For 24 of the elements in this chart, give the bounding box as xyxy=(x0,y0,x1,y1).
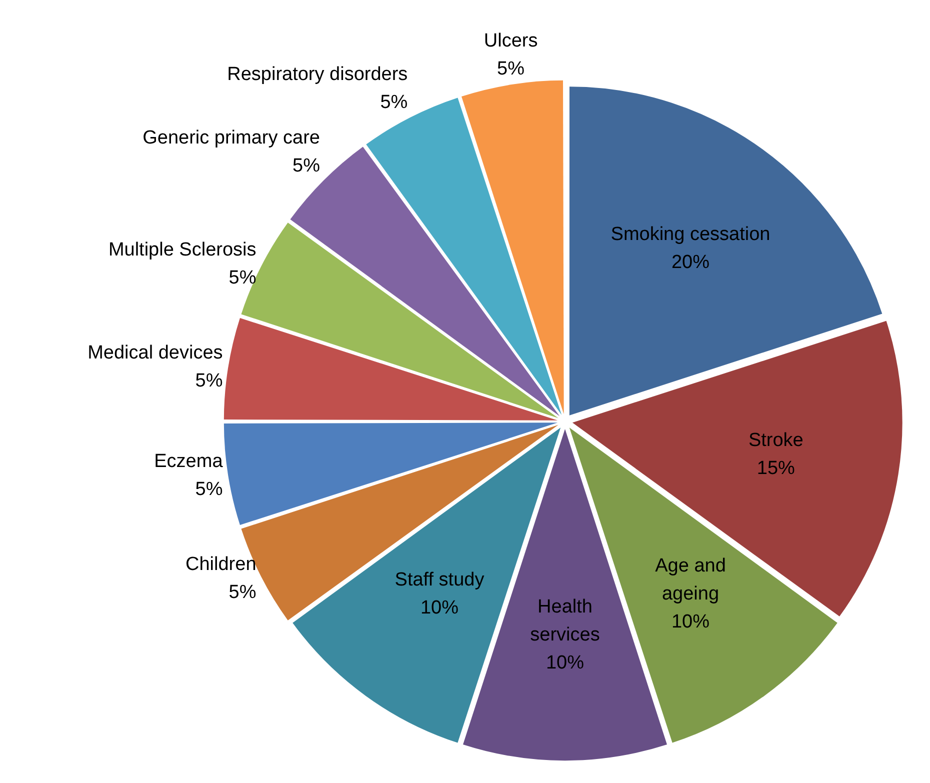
slice-label: Ulcers xyxy=(484,30,538,52)
data-label: 15% xyxy=(756,458,796,480)
data-label: 5% xyxy=(195,478,223,500)
slice-label: Stroke xyxy=(748,430,804,452)
slice-label: Multiple Sclerosis xyxy=(108,239,256,260)
slice-label: Generic primary care xyxy=(142,128,320,149)
slice-label: Health services xyxy=(530,596,600,646)
slice-label: Smoking cessation xyxy=(610,224,770,245)
slice-label: Children xyxy=(186,554,256,576)
slice-label: Respiratory disorders xyxy=(227,64,408,85)
data-label: 5% xyxy=(228,582,256,604)
data-label: 5% xyxy=(380,92,408,113)
data-label: 5% xyxy=(292,156,320,177)
data-label: 10% xyxy=(671,611,710,632)
data-label: 5% xyxy=(497,58,525,80)
data-label: 20% xyxy=(671,252,710,273)
data-label: 10% xyxy=(546,652,584,674)
slice-label: Eczema xyxy=(154,450,224,472)
slice-label: Age and ageing xyxy=(655,555,726,604)
data-label: 5% xyxy=(228,267,256,288)
data-label: 5% xyxy=(195,370,223,392)
data-label: 10% xyxy=(420,597,459,618)
slice-label: Staff study xyxy=(394,569,485,590)
slice-label: Medical devices xyxy=(88,342,223,364)
